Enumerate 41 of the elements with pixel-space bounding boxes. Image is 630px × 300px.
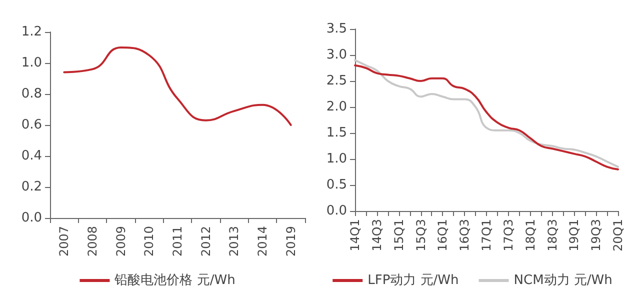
- x-tick-label: 16Q3: [458, 219, 472, 252]
- y-tick-label: 0.2: [21, 180, 42, 194]
- x-tick-label: 17Q1: [480, 219, 494, 252]
- y-tick-label: 3.0: [326, 48, 347, 62]
- line-series: [63, 46, 292, 126]
- y-tick-label: 0.6: [21, 118, 42, 132]
- legend-label: NCM动力 元/Wh: [514, 273, 612, 288]
- x-tick-label: 2014: [256, 226, 270, 257]
- y-tick-label: 1.0: [21, 56, 42, 70]
- y-tick-label: 1.5: [326, 126, 347, 140]
- y-tick-label: 2.5: [326, 74, 347, 88]
- y-tick-label: 3.5: [326, 22, 347, 36]
- y-tick-label: 0.8: [21, 86, 42, 102]
- x-tick-label: 19Q1: [567, 219, 582, 252]
- y-tick-label: 0.4: [21, 148, 42, 164]
- y-tick-label: 2.0: [326, 100, 347, 114]
- y-tick-label: 0.0: [21, 210, 42, 226]
- x-tick-label: 16Q1: [436, 219, 450, 252]
- x-tick-label: 2012: [198, 226, 213, 257]
- x-tick-label: 2009: [114, 226, 128, 257]
- x-tick-label: 15Q3: [414, 219, 428, 252]
- x-tick-label: 17Q3: [501, 219, 516, 252]
- x-tick-label: 18Q1: [523, 219, 538, 252]
- x-tick-label: 15Q1: [392, 219, 406, 252]
- x-tick-label: 2010: [142, 226, 156, 257]
- x-tick-label: 2008: [86, 226, 100, 257]
- x-tick-label: 2007: [57, 226, 72, 257]
- legend-label: 铅酸电池价格 元/Wh: [114, 273, 236, 288]
- x-tick-label: 18Q3: [545, 219, 560, 252]
- x-tick-label: 14Q3: [370, 219, 384, 252]
- legend-label: LFP动力 元/Wh: [368, 273, 459, 288]
- x-tick-label: 2011: [170, 226, 184, 257]
- x-tick-label: 2013: [227, 226, 242, 257]
- x-tick-label: 14Q1: [348, 219, 362, 252]
- x-tick-label: 19Q3: [589, 219, 604, 252]
- y-tick-label: 1.0: [326, 152, 347, 166]
- y-tick-label: 0.0: [326, 204, 347, 218]
- y-tick-label: 0.5: [326, 178, 347, 192]
- y-tick-label: 1.2: [21, 24, 42, 40]
- x-tick-label: 20Q1: [611, 219, 625, 252]
- x-tick-label: 2019: [284, 226, 298, 257]
